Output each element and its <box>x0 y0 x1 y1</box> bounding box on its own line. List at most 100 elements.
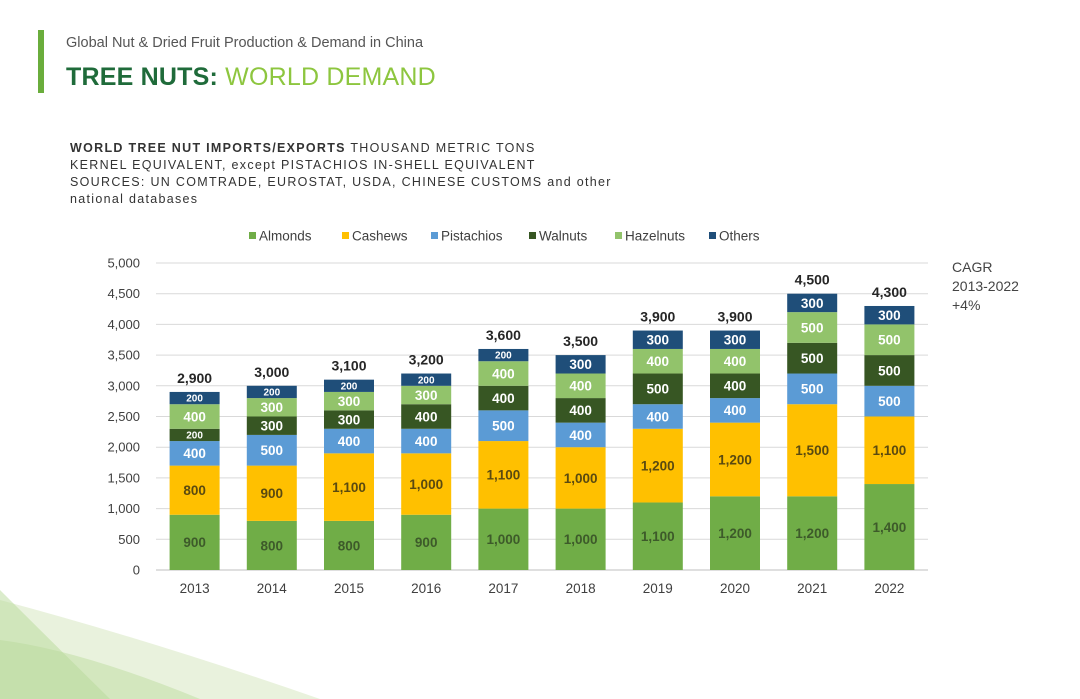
bar-segment <box>401 514 452 570</box>
bar-segment-label: 300 <box>261 400 284 415</box>
y-tick-label: 4,000 <box>107 317 140 332</box>
bar-segment-label: 300 <box>878 308 901 323</box>
cagr-label: CAGR <box>952 259 993 275</box>
legend-label: Hazelnuts <box>625 229 685 244</box>
x-tick-label: 2017 <box>488 581 518 596</box>
legend-swatch <box>615 232 622 239</box>
chart-caption: WORLD TREE NUT IMPORTS/EXPORTS THOUSAND … <box>70 140 790 208</box>
page-subtitle: Global Nut & Dried Fruit Production & De… <box>66 35 424 51</box>
bar-segment <box>401 453 452 515</box>
caption-units: THOUSAND METRIC TONS <box>350 141 536 155</box>
bar-segment-label: 400 <box>647 409 670 424</box>
bar-segment-label: 900 <box>415 535 438 550</box>
bar-segment-label: 500 <box>801 320 824 335</box>
bar-segment <box>246 434 297 466</box>
bar-segment-label: 1,000 <box>409 477 443 492</box>
bar-segment-label: 1,200 <box>718 526 752 541</box>
bar-segment-label: 400 <box>338 434 361 449</box>
x-tick-label: 2013 <box>180 581 210 596</box>
bar-segment <box>246 398 297 417</box>
bar-segment <box>555 373 606 399</box>
caption-line-3: SOURCES: UN COMTRADE, EUROSTAT, USDA, CH… <box>70 175 612 189</box>
y-tick-label: 1,500 <box>107 470 140 485</box>
page-title: TREE NUTS: WORLD DEMAND <box>66 63 436 92</box>
bar-segment <box>710 330 760 349</box>
bar-segment <box>401 404 452 429</box>
accent-bar <box>38 30 44 93</box>
bar-segment-label: 1,100 <box>641 529 675 544</box>
bar-segment <box>632 330 683 349</box>
bar-segment-label: 500 <box>261 443 284 458</box>
bar-segment <box>246 385 297 399</box>
legend-swatch <box>709 232 716 239</box>
bar-segment-label: 300 <box>415 388 438 403</box>
bar-total-label: 4,500 <box>795 272 830 288</box>
bar-segment-label: 800 <box>338 538 361 553</box>
bar-segment-label: 1,200 <box>641 458 675 473</box>
bar-total-label: 3,500 <box>563 333 598 349</box>
bar-segment <box>864 416 915 485</box>
bar-segment <box>787 342 838 374</box>
cagr-value: +4% <box>952 297 981 313</box>
bar-segment-label: 300 <box>569 357 592 372</box>
bar-total-label: 3,200 <box>409 352 444 368</box>
bar-segment <box>787 373 838 405</box>
bar-segment <box>169 404 220 429</box>
bar-segment-label: 1,200 <box>795 526 829 541</box>
bar-segment <box>324 428 374 454</box>
bar-segment <box>478 348 529 362</box>
bar-segment-label: 1,000 <box>564 471 598 486</box>
bar-segment <box>169 465 220 515</box>
bar-segment <box>864 385 915 417</box>
bar-segment-label: 400 <box>724 379 747 394</box>
bar-segment <box>246 416 297 435</box>
bar-segment-label: 500 <box>878 363 901 378</box>
bar-segment-label: 200 <box>263 388 280 399</box>
bar-segment <box>246 520 297 570</box>
x-tick-label: 2015 <box>334 581 364 596</box>
bar-segment <box>864 324 915 356</box>
bar-segment-label: 400 <box>183 409 206 424</box>
legend-label: Almonds <box>259 229 312 244</box>
y-tick-label: 1,000 <box>107 501 140 516</box>
bar-segment-label: 400 <box>569 379 592 394</box>
x-tick-label: 2019 <box>643 581 673 596</box>
bar-segment <box>710 373 760 399</box>
bar-segment <box>632 428 683 503</box>
bar-segment-label: 300 <box>338 394 361 409</box>
title-part-2: WORLD DEMAND <box>225 63 436 91</box>
x-tick-label: 2021 <box>797 581 827 596</box>
bar-segment-label: 500 <box>801 351 824 366</box>
bar-segment-label: 1,100 <box>873 443 907 458</box>
y-tick-label: 2,500 <box>107 409 140 424</box>
bar-segment-label: 500 <box>801 382 824 397</box>
legend-swatch <box>342 232 349 239</box>
bar-segment-label: 1,100 <box>487 468 521 483</box>
bar-segment-label: 400 <box>569 428 592 443</box>
bar-total-label: 3,100 <box>331 358 366 374</box>
bar-segment-label: 400 <box>183 446 206 461</box>
bar-segment-label: 1,100 <box>332 480 366 495</box>
bar-segment-label: 900 <box>261 486 284 501</box>
cagr-note: CAGR 2013-2022 +4% <box>952 258 1019 315</box>
bar-segment <box>864 355 915 386</box>
bar-segment-label: 400 <box>724 403 747 418</box>
bar-segment-label: 400 <box>415 409 438 424</box>
bar-segment <box>787 496 838 570</box>
bar-segment-label: 500 <box>878 394 901 409</box>
bar-segment <box>632 502 683 570</box>
bar-segment-label: 1,000 <box>564 532 598 547</box>
bar-segment-label: 800 <box>261 538 284 553</box>
y-tick-label: 4,500 <box>107 286 140 301</box>
bar-segment <box>478 385 529 411</box>
bar-segment <box>864 484 915 570</box>
x-tick-label: 2022 <box>874 581 904 596</box>
bar-segment-label: 400 <box>415 434 438 449</box>
bar-segment <box>864 305 915 325</box>
bar-segment-label: 500 <box>647 382 670 397</box>
bar-segment-label: 900 <box>183 535 206 550</box>
legend-label: Others <box>719 229 760 244</box>
caption-line-4: national databases <box>70 192 199 206</box>
bar-total-label: 4,300 <box>872 284 907 300</box>
bar-segment <box>710 398 760 423</box>
